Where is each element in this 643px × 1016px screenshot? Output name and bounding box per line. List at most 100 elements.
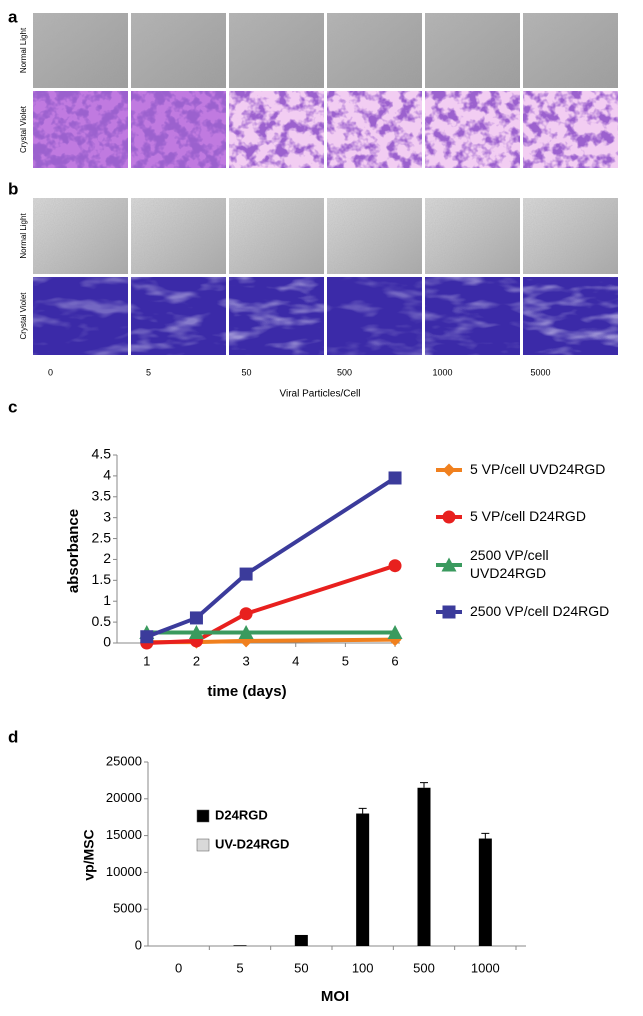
y-tick-label: 2.5 — [92, 529, 112, 545]
row-label: Normal Light — [19, 27, 28, 73]
micrograph-texture — [425, 198, 520, 274]
y-tick-label: 15000 — [106, 827, 142, 842]
y-axis-label: vp/MSC — [81, 829, 97, 880]
micrograph-texture — [523, 91, 618, 168]
micrograph-texture — [523, 277, 618, 355]
point — [188, 625, 204, 640]
legend-swatch — [196, 809, 210, 823]
micrograph-texture — [523, 13, 618, 88]
micrograph-texture — [425, 91, 520, 168]
point — [387, 625, 403, 640]
y-tick-label: 2 — [103, 550, 111, 566]
micrograph-texture — [327, 13, 422, 88]
micrograph-texture — [327, 198, 422, 274]
y-tick-label: 1 — [103, 592, 111, 608]
point — [140, 630, 154, 644]
y-tick-label: 5000 — [113, 901, 142, 916]
y-tick-label: 20000 — [106, 790, 142, 805]
point — [189, 611, 203, 625]
micrograph-texture — [33, 277, 128, 355]
y-tick-label: 1.5 — [92, 571, 112, 587]
series-line — [146, 476, 397, 639]
legend-marker — [442, 605, 456, 619]
x-axis-label: time (days) — [207, 683, 286, 700]
micrograph-texture — [33, 13, 128, 88]
micrograph-texture — [131, 91, 226, 168]
error-bar — [420, 782, 428, 788]
point — [388, 559, 402, 573]
legend-label: 2500 VP/cell UVD24RGD — [466, 547, 549, 581]
row-label: Normal Light — [19, 213, 28, 259]
row-label: Crystal Violet — [19, 292, 28, 340]
legend-label: 2500 VP/cell D24RGD — [470, 603, 609, 619]
x-axis-label: MOI — [321, 988, 349, 1005]
series-line — [146, 563, 396, 645]
panel-label: c — [8, 397, 17, 416]
x-axis-label: Viral Particles/Cell — [280, 389, 361, 400]
y-tick-label: 0 — [103, 634, 111, 650]
y-tick-label: 0.5 — [92, 613, 112, 629]
bar — [417, 787, 431, 946]
x-tick-label: 5 — [236, 960, 243, 975]
y-axis-label: absorbance — [65, 509, 82, 593]
micrograph-texture — [425, 277, 520, 355]
y-tick-label: 3.5 — [92, 487, 112, 503]
micrograph-texture — [425, 13, 520, 88]
x-tick-label: 1000 — [471, 960, 500, 975]
x-tick-label: 6 — [391, 653, 398, 668]
micrograph-texture — [131, 198, 226, 274]
y-tick-label: 4.5 — [92, 446, 112, 462]
bar — [233, 945, 247, 946]
x-tick-label: 0 — [175, 960, 182, 975]
micrograph-texture — [229, 277, 324, 355]
bar — [478, 838, 492, 946]
x-tick-label: 50 — [294, 960, 308, 975]
micrograph-texture — [33, 198, 128, 274]
column-label: 500 — [337, 367, 352, 377]
column-label: 0 — [48, 367, 53, 377]
panel-label: a — [8, 7, 18, 26]
micrograph-texture — [229, 13, 324, 88]
micrograph-texture — [33, 91, 128, 168]
x-tick-label: 1 — [143, 653, 150, 668]
bar — [356, 813, 370, 946]
y-tick-label: 0 — [135, 937, 142, 952]
legend-label: D24RGD — [215, 807, 268, 822]
error-bar — [358, 807, 367, 814]
y-tick-label: 10000 — [106, 864, 142, 879]
point — [238, 625, 254, 640]
legend-marker — [442, 463, 456, 477]
point — [239, 567, 253, 581]
micrograph-texture — [523, 198, 618, 274]
legend-label: UV-D24RGD — [215, 836, 289, 851]
micrograph-texture — [327, 91, 422, 168]
y-tick-label: 3 — [103, 508, 111, 524]
panel-label: d — [8, 727, 18, 746]
x-tick-label: 2 — [193, 653, 200, 668]
legend-label: 5 VP/cell D24RGD — [470, 508, 586, 524]
x-tick-label: 100 — [352, 960, 374, 975]
y-tick-label: 25000 — [106, 753, 142, 768]
column-label: 50 — [241, 367, 251, 377]
micrograph-texture — [327, 277, 422, 355]
column-label: 5000 — [530, 367, 550, 377]
micrographs — [33, 13, 618, 355]
panel-label: b — [8, 179, 18, 198]
micrograph-texture — [229, 198, 324, 274]
legend-swatch — [196, 838, 210, 852]
point — [388, 471, 402, 485]
legend-marker — [441, 557, 457, 572]
row-label: Crystal Violet — [19, 105, 28, 153]
bar — [294, 934, 308, 946]
column-label: 5 — [146, 367, 151, 377]
legend-label: 5 VP/cell UVD24RGD — [470, 461, 605, 477]
point — [239, 607, 253, 621]
y-tick-label: 4 — [103, 467, 111, 483]
x-tick-label: 500 — [413, 960, 435, 975]
micrograph-texture — [229, 91, 324, 168]
x-tick-label: 5 — [342, 653, 349, 668]
column-label: 1000 — [432, 367, 452, 377]
micrograph-texture — [131, 13, 226, 88]
error-bar — [481, 832, 490, 839]
